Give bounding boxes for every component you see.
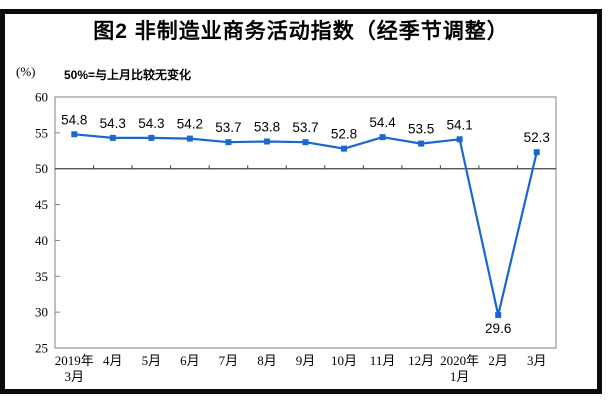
x-axis-tick-label: 8月 <box>257 353 277 368</box>
data-point-marker <box>71 131 78 138</box>
data-point-label: 54.3 <box>138 116 164 131</box>
data-point-marker <box>263 138 270 145</box>
data-point-marker <box>302 139 309 146</box>
x-axis-tick-label: 3月 <box>527 353 547 368</box>
chart-svg: 25 30 35 40 45 50 55 60 54.8 54.3 54.3 54.2 53.7 53.8… <box>35 90 557 384</box>
data-point-label: 53.7 <box>215 120 241 135</box>
plot-border <box>54 96 557 349</box>
data-point-marker <box>225 139 232 146</box>
x-axis-tick-label: 2月 <box>488 353 508 368</box>
data-point-label: 54.2 <box>177 117 203 132</box>
data-point-label: 52.3 <box>524 130 550 145</box>
data-point-label: 54.8 <box>61 112 87 127</box>
x-axis-tick-label: 1月 <box>450 369 470 384</box>
data-point-marker <box>533 149 540 156</box>
y-axis-tick-label: 35 <box>35 269 48 284</box>
data-point-label: 29.6 <box>485 321 511 336</box>
data-point-label: 54.1 <box>447 117 473 132</box>
y-axis-tick-label: 45 <box>35 197 48 212</box>
data-point-marker <box>379 134 386 141</box>
data-point-marker <box>148 134 155 141</box>
data-point-marker <box>495 312 502 319</box>
x-axis-tick-label: 10月 <box>331 353 357 368</box>
x-axis-tick-label: 3月 <box>65 369 85 384</box>
data-point-marker <box>418 140 425 147</box>
x-axis-tick-label: 7月 <box>219 353 239 368</box>
data-point-label: 54.4 <box>369 115 396 130</box>
y-axis-tick-label: 25 <box>35 341 48 356</box>
reference-note: 50%=与上月比较无变化 <box>64 68 192 82</box>
data-point-marker <box>186 135 193 142</box>
y-axis-unit-label: (%) <box>16 64 36 79</box>
data-point-label: 54.3 <box>100 116 126 131</box>
data-point-marker <box>109 134 116 141</box>
data-point-label: 53.8 <box>254 119 280 134</box>
data-point-label: 53.5 <box>408 122 434 137</box>
x-axis-tick-label: 5月 <box>142 353 162 368</box>
y-axis-tick-label: 40 <box>35 233 48 248</box>
figure-border-frame <box>0 9 602 394</box>
data-line <box>74 133 538 317</box>
y-axis-tick-label: 55 <box>35 125 48 140</box>
x-axis-tick-label: 12月 <box>408 353 434 368</box>
x-axis-tick-label: 11月 <box>370 353 396 368</box>
data-point-marker <box>341 145 348 152</box>
data-point-marker <box>456 136 463 143</box>
data-point-label: 53.7 <box>292 120 318 135</box>
x-axis-tick-label: 9月 <box>296 353 316 368</box>
x-axis-tick-label: 2020年 <box>440 353 479 368</box>
y-axis-tick-label: 30 <box>35 305 48 320</box>
x-axis-tick-label: 6月 <box>180 353 200 368</box>
x-axis-tick-label: 2019年 <box>55 353 94 368</box>
chart-title: 图2 非制造业商务活动指数（经季节调整） <box>93 20 509 43</box>
x-axis-tick-label: 4月 <box>103 353 123 368</box>
data-point-label: 52.8 <box>331 127 357 142</box>
y-axis-tick-label: 60 <box>35 90 48 105</box>
y-axis-tick-label: 50 <box>35 161 48 176</box>
